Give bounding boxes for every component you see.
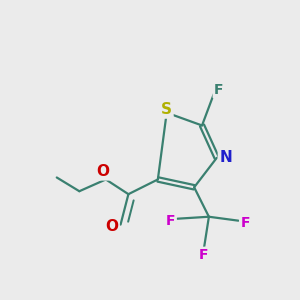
Text: S: S [161, 102, 172, 117]
Text: N: N [219, 150, 232, 165]
Text: F: F [199, 248, 209, 262]
Text: F: F [166, 214, 175, 228]
Text: O: O [96, 164, 110, 179]
Text: O: O [105, 219, 118, 234]
Text: F: F [214, 83, 224, 97]
Text: F: F [241, 216, 250, 230]
